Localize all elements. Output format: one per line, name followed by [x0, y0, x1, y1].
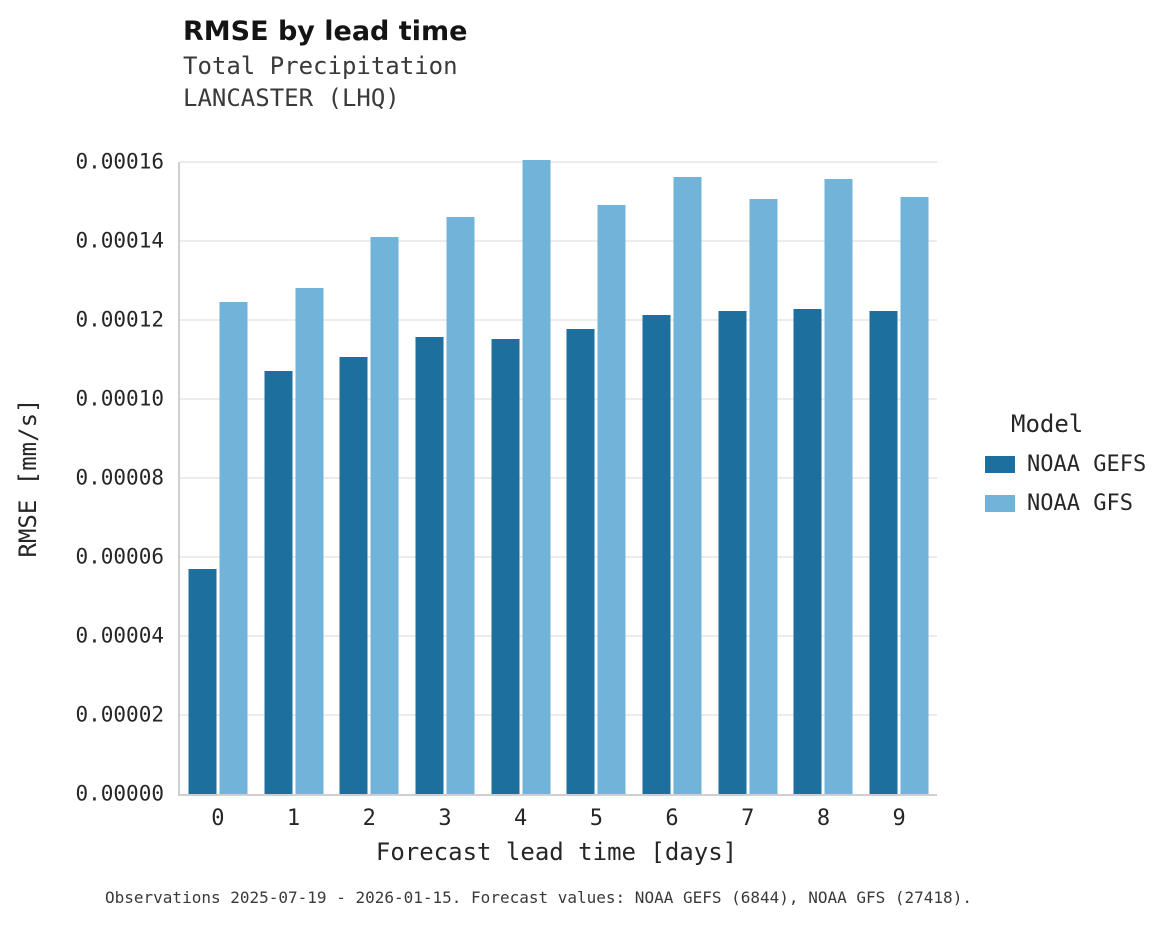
gridline	[180, 398, 937, 400]
bar-noaa-gfs	[900, 196, 929, 794]
x-tick-label: 0	[211, 806, 225, 831]
x-tick-label: 1	[286, 806, 301, 831]
gridline	[180, 556, 937, 558]
legend-label: NOAA GFS	[1027, 491, 1133, 516]
legend-label: NOAA GEFS	[1027, 452, 1147, 477]
y-tick-label: 0.00004	[75, 623, 164, 648]
bar-noaa-gefs	[718, 310, 747, 794]
chart-title: RMSE by lead time	[183, 16, 468, 47]
bar-noaa-gfs	[673, 177, 702, 794]
bar-noaa-gefs	[339, 356, 368, 794]
bar-noaa-gfs	[597, 205, 626, 794]
bar-noaa-gfs	[370, 237, 399, 794]
gridline	[180, 635, 937, 637]
y-tick-label: 0.00016	[75, 149, 164, 174]
bar-group	[718, 162, 778, 794]
bar-noaa-gefs	[642, 315, 671, 794]
legend-entries: NOAA GEFS NOAA GFS	[985, 452, 1146, 516]
bar-group	[264, 162, 324, 794]
x-tick-label: 7	[741, 806, 755, 831]
legend-swatch	[985, 456, 1015, 473]
bar-noaa-gfs	[522, 160, 551, 794]
chart-subtitle-station: LANCASTER (LHQ)	[183, 84, 400, 112]
x-tick-label: 2	[362, 806, 376, 831]
bar-noaa-gfs	[219, 302, 248, 794]
caption: Observations 2025-07-19 - 2026-01-15. Fo…	[105, 888, 972, 907]
bar-noaa-gefs	[869, 310, 898, 794]
y-tick-label: 0.00006	[75, 544, 164, 569]
x-tick-label: 4	[514, 806, 528, 831]
y-tick-label: 0.00010	[75, 386, 164, 411]
bar-noaa-gefs	[566, 329, 595, 794]
gridline	[180, 714, 937, 716]
x-axis-label: Forecast lead time [days]	[375, 838, 738, 866]
x-tick-label: 6	[665, 806, 679, 831]
bar-group	[793, 162, 853, 794]
bar-group	[642, 162, 702, 794]
bar-noaa-gfs	[824, 179, 853, 794]
gridline	[180, 319, 937, 321]
gridline	[180, 240, 937, 242]
bar-noaa-gefs	[793, 308, 822, 794]
bar-group	[491, 160, 551, 794]
bar-noaa-gfs	[749, 199, 778, 794]
legend-swatch	[985, 495, 1015, 512]
chart-subtitle-variable: Total Precipitation	[183, 52, 458, 80]
legend-entry: NOAA GEFS	[985, 452, 1146, 477]
y-axis-label: RMSE [mm/s]	[14, 398, 42, 558]
bar-group	[415, 162, 475, 794]
x-tick-label: 3	[438, 806, 452, 831]
bar-noaa-gefs	[188, 568, 217, 794]
gridline	[180, 477, 937, 479]
bar-noaa-gfs	[295, 288, 324, 794]
bar-group	[869, 162, 929, 794]
gridline	[180, 161, 937, 163]
x-tick-label: 5	[589, 806, 603, 831]
legend-entry: NOAA GFS	[985, 491, 1146, 516]
y-tick-label: 0.00014	[75, 228, 164, 253]
bar-noaa-gfs	[446, 216, 475, 794]
bar-noaa-gefs	[415, 336, 444, 794]
bar-noaa-gefs	[491, 338, 520, 794]
legend-title: Model	[1011, 410, 1084, 438]
x-tick-label: 9	[892, 806, 906, 831]
y-tick-label: 0.00000	[75, 781, 164, 806]
legend: Model NOAA GEFS NOAA GFS	[985, 410, 1146, 516]
y-tick-label: 0.00002	[75, 702, 164, 727]
x-tick-label: 8	[816, 806, 831, 831]
bar-noaa-gefs	[264, 371, 293, 794]
y-tick-label: 0.00008	[75, 465, 164, 490]
y-axis-label-wrap: RMSE [mm/s]	[10, 162, 46, 794]
bar-group	[566, 162, 626, 794]
y-tick-label: 0.00012	[75, 307, 164, 332]
bar-group	[188, 162, 248, 794]
bar-group	[339, 162, 399, 794]
plot-area: 0.00000 0.00002 0.00004 0.00006 0.00008 0.000…	[75, 151, 937, 830]
